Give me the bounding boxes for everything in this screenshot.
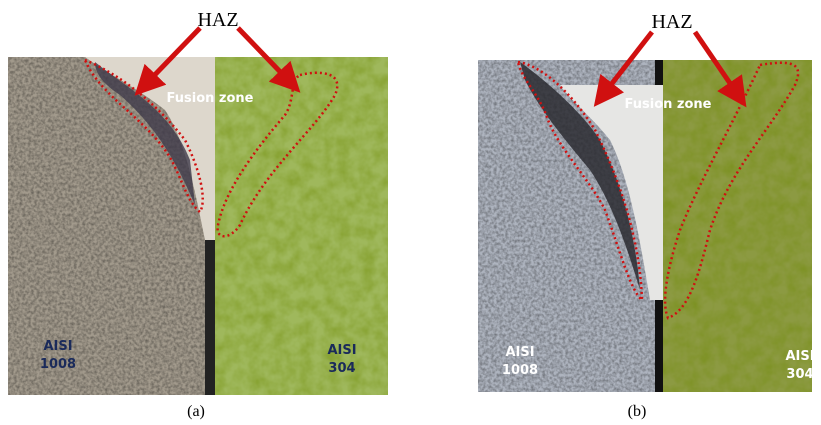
material-label: 1008 [40, 357, 76, 372]
figure: HAZ Fusion zone AISI 1008 AISI 304 (a) H… [0, 0, 821, 425]
haz-label: HAZ [651, 11, 692, 33]
material-label: 304 [786, 367, 813, 382]
material-label: AISI [785, 349, 814, 364]
material-label: 304 [328, 361, 355, 376]
material-label: AISI [505, 345, 534, 360]
material-label: 1008 [502, 363, 538, 378]
haz-label: HAZ [197, 9, 238, 31]
panel-a: HAZ Fusion zone AISI 1008 AISI 304 (a) [8, 9, 388, 420]
material-label: AISI [43, 339, 72, 354]
fusion-label: Fusion zone [625, 97, 712, 112]
caption: (b) [628, 403, 647, 420]
green-texture [215, 57, 388, 395]
fusion-label: Fusion zone [167, 91, 254, 106]
caption: (a) [187, 403, 205, 420]
material-label: AISI [327, 343, 356, 358]
panel-b: HAZ Fusion zone AISI 1008 AISI 304 (b) [478, 11, 815, 420]
